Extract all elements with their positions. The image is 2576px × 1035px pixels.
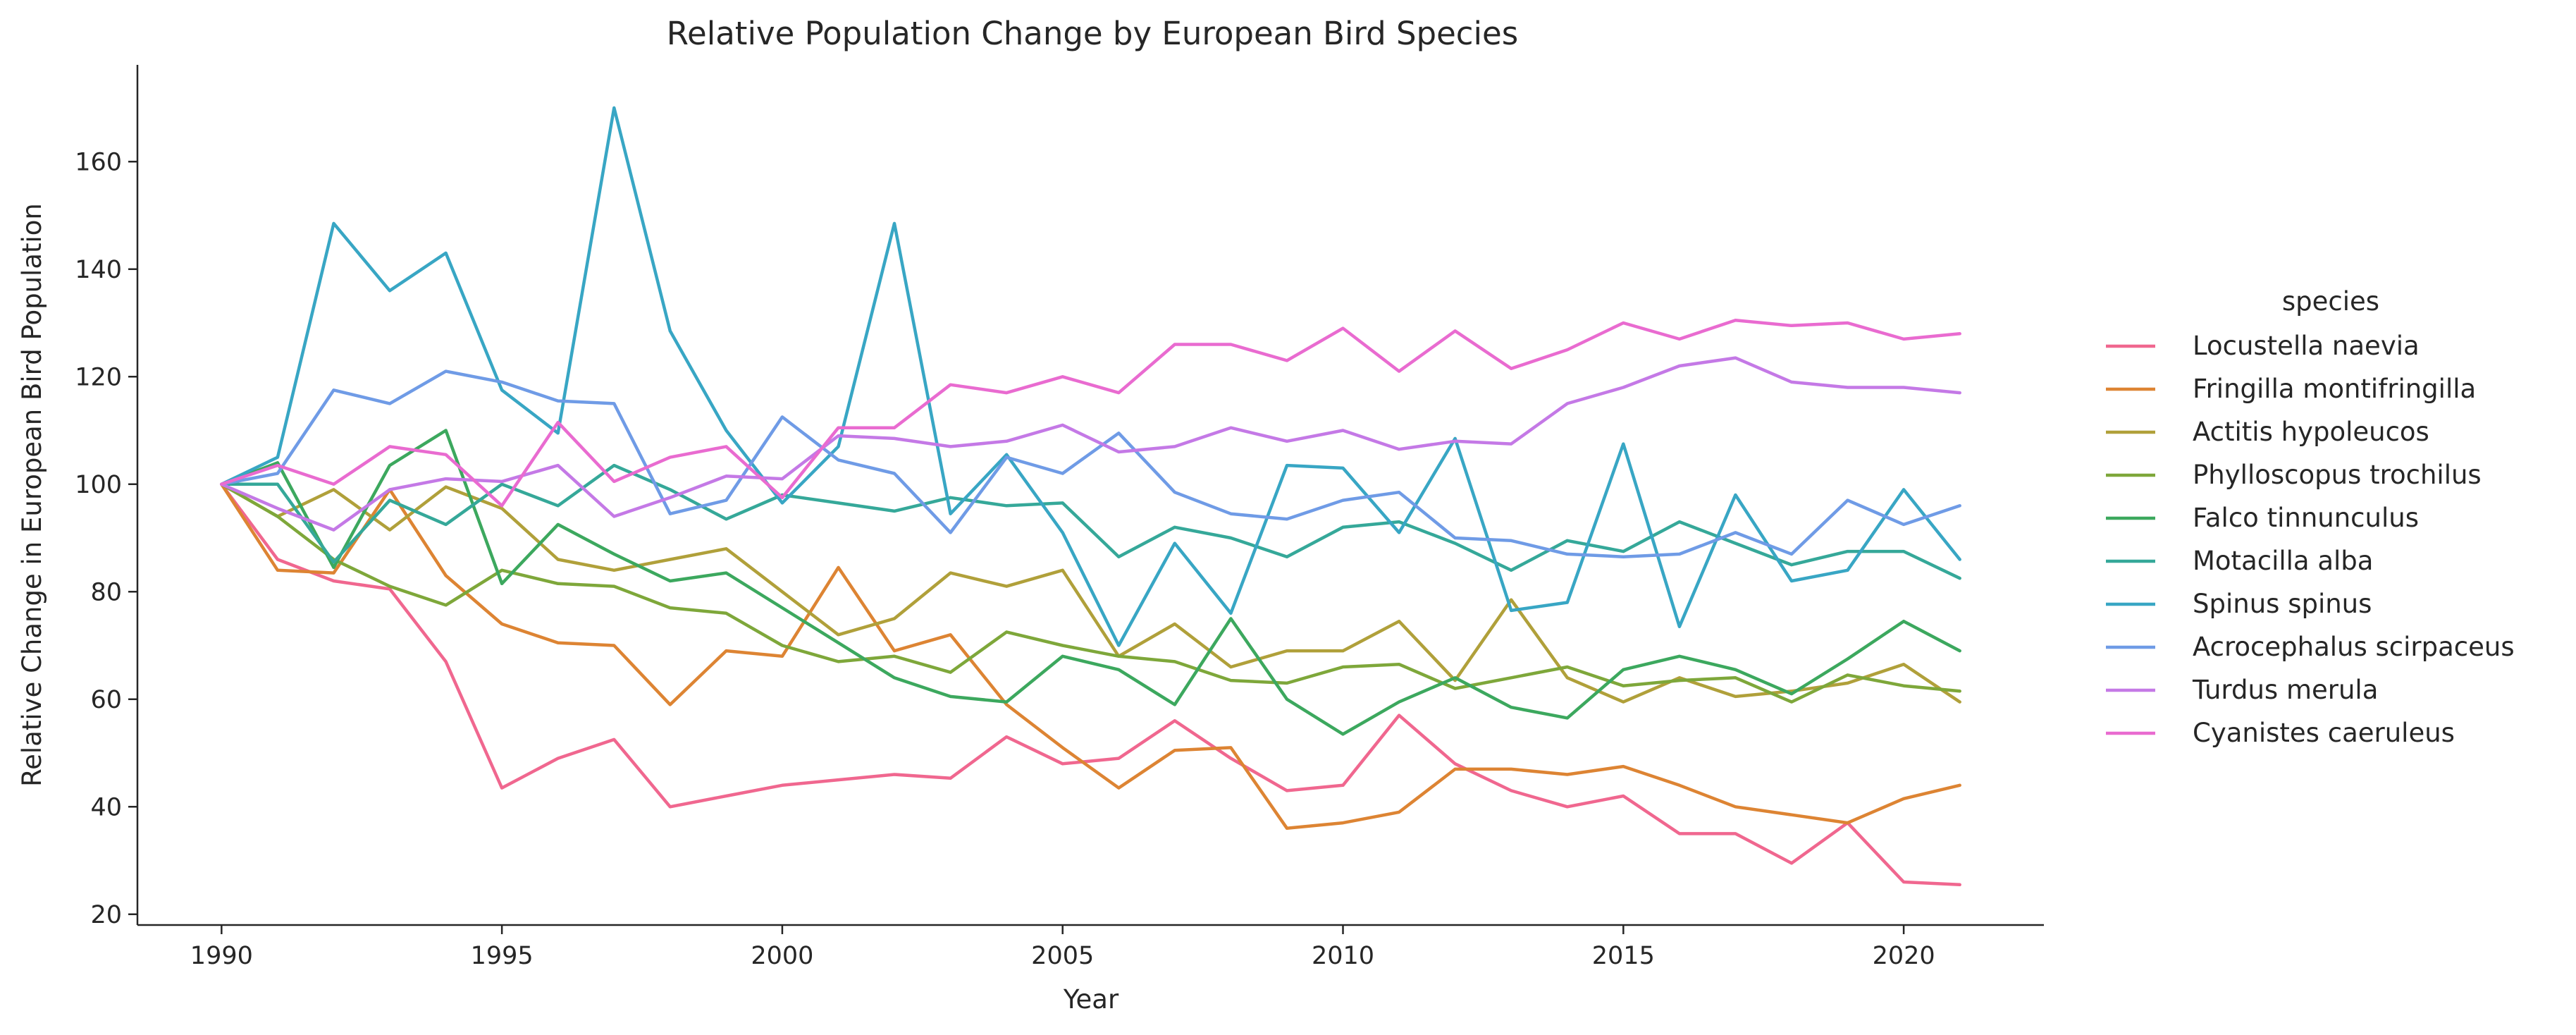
series-line — [220, 356, 1961, 532]
legend-title: species — [2282, 286, 2379, 317]
legend-label: Phylloscopus trochilus — [2193, 460, 2482, 490]
x-tick-label: 2005 — [1031, 942, 1094, 970]
legend-label: Spinus spinus — [2193, 589, 2372, 619]
legend-label: Turdus merula — [2192, 675, 2378, 705]
x-tick-label: 2020 — [1873, 942, 1935, 970]
x-tick-label: 2010 — [1312, 942, 1374, 970]
series-line — [220, 318, 1961, 508]
legend-items: Locustella naevia Fringilla montifringill… — [2106, 331, 2515, 748]
legend-label: Fringilla montifringilla — [2193, 374, 2476, 404]
series-line — [220, 429, 1961, 736]
y-axis-label: Relative Change in European Bird Populat… — [17, 203, 47, 787]
series-line — [220, 482, 1961, 887]
legend-label: Motacilla alba — [2193, 546, 2373, 576]
y-tick-label: 160 — [75, 148, 122, 176]
x-axis-label: Year — [1063, 984, 1119, 1015]
series-line — [220, 482, 1961, 704]
legend-label: Actitis hypoleucos — [2193, 417, 2429, 447]
series-line — [220, 463, 1961, 580]
legend: species Locustella naevia Fringilla monti… — [2106, 286, 2515, 748]
y-tick-label: 60 — [90, 686, 122, 714]
y-tick-label: 20 — [90, 901, 122, 929]
x-tick-label: 2000 — [751, 942, 813, 970]
y-tick-label: 140 — [75, 256, 122, 284]
x-tick-label: 1990 — [190, 942, 253, 970]
y-tick-label: 120 — [75, 363, 122, 391]
x-ticks: 1990 1995 2000 2005 2010 2015 2020 — [190, 925, 1935, 970]
series-line — [220, 482, 1961, 831]
y-tick-label: 40 — [90, 793, 122, 821]
series-line — [220, 482, 1961, 704]
legend-label: Locustella naevia — [2193, 331, 2420, 361]
axes — [136, 65, 2044, 926]
legend-label: Cyanistes caeruleus — [2193, 718, 2455, 748]
legend-label: Acrocephalus scirpaceus — [2193, 632, 2515, 662]
x-tick-label: 2015 — [1592, 942, 1655, 970]
y-tick-label: 100 — [75, 471, 122, 499]
legend-label: Falco tinnunculus — [2193, 503, 2419, 533]
series-lines — [220, 106, 1961, 887]
series-line — [220, 106, 1961, 647]
x-tick-label: 1995 — [471, 942, 534, 970]
y-ticks: 20 40 60 80 100 120 140 160 — [75, 148, 137, 929]
y-tick-label: 80 — [90, 578, 122, 606]
chart-title: Relative Population Change by European B… — [667, 15, 1518, 52]
series-line — [220, 369, 1961, 558]
